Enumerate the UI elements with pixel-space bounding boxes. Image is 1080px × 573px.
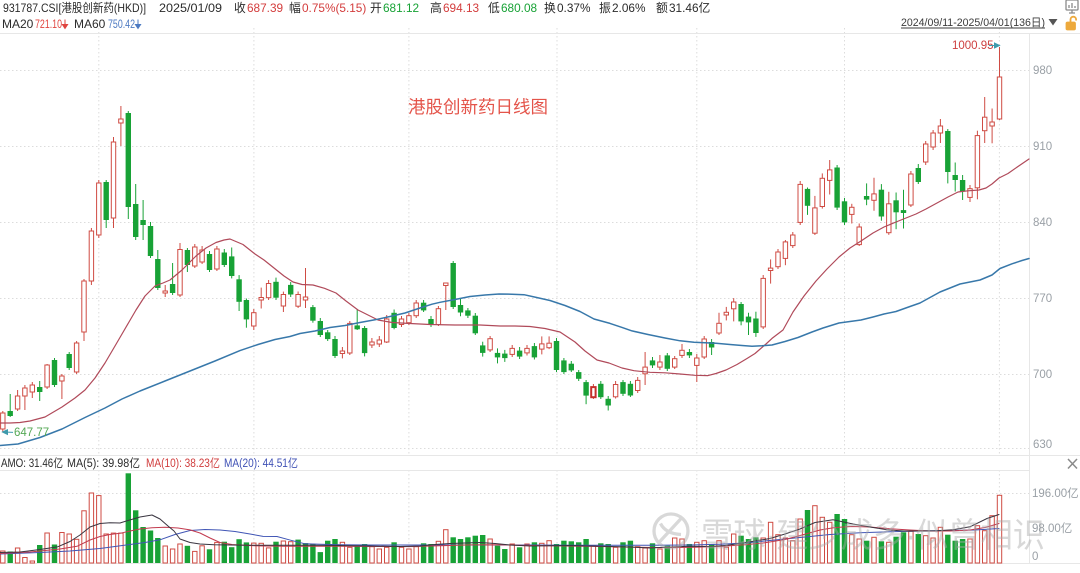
svg-text:680.08: 680.08 (501, 1, 538, 15)
svg-text:0: 0 (1032, 551, 1038, 563)
svg-text:0.37%: 0.37% (557, 1, 591, 15)
svg-text:2024/09/11-2025/04/01(136日): 2024/09/11-2025/04/01(136日) (901, 17, 1045, 29)
svg-text:196.00亿: 196.00亿 (1032, 487, 1079, 500)
svg-text:31.46亿: 31.46亿 (669, 1, 711, 15)
svg-text:2.06%: 2.06% (612, 1, 646, 15)
svg-text:额: 额 (656, 1, 668, 15)
svg-text:MA(20): 44.51亿: MA(20): 44.51亿 (224, 457, 298, 470)
svg-text:0.75%(5.15): 0.75%(5.15) (302, 1, 366, 15)
svg-text:687.39: 687.39 (247, 1, 283, 15)
svg-text:MA60: MA60 (74, 17, 106, 31)
svg-text:幅: 幅 (289, 1, 301, 15)
svg-text:收: 收 (234, 1, 246, 15)
svg-text:换: 换 (544, 1, 556, 15)
svg-text:980: 980 (1033, 65, 1052, 77)
svg-text:1000.95: 1000.95 (952, 40, 994, 52)
svg-text:98.00亿: 98.00亿 (1032, 522, 1072, 535)
svg-text:721.10: 721.10 (35, 17, 62, 31)
svg-text:MA(5): 39.98亿: MA(5): 39.98亿 (67, 457, 140, 470)
svg-text:840: 840 (1033, 217, 1052, 229)
svg-text:MA(10): 38.23亿: MA(10): 38.23亿 (146, 457, 220, 470)
svg-text:694.13: 694.13 (443, 1, 480, 15)
svg-text:910: 910 (1033, 141, 1052, 153)
svg-text:低: 低 (488, 1, 500, 15)
svg-text:647.77: 647.77 (14, 427, 49, 439)
svg-text:雪球·建少成多·似曾相识: 雪球·建少成多·似曾相识 (701, 517, 1045, 555)
svg-text:高: 高 (430, 1, 442, 15)
svg-text:630: 630 (1033, 439, 1052, 451)
svg-text:681.12: 681.12 (383, 1, 419, 15)
svg-text:振: 振 (599, 1, 611, 15)
svg-text:港股创新药日线图: 港股创新药日线图 (408, 97, 548, 117)
svg-text:AMO: 31.46亿: AMO: 31.46亿 (1, 457, 63, 470)
svg-text:MA20: MA20 (2, 17, 34, 31)
svg-text:770: 770 (1033, 293, 1052, 305)
svg-text:750.42: 750.42 (108, 17, 135, 31)
svg-text:700: 700 (1033, 369, 1052, 381)
svg-text:931787.CSI[港股创新药(HKD)]: 931787.CSI[港股创新药(HKD)] (3, 1, 146, 15)
svg-text:2025/01/09: 2025/01/09 (159, 1, 222, 15)
svg-text:开: 开 (370, 1, 382, 15)
